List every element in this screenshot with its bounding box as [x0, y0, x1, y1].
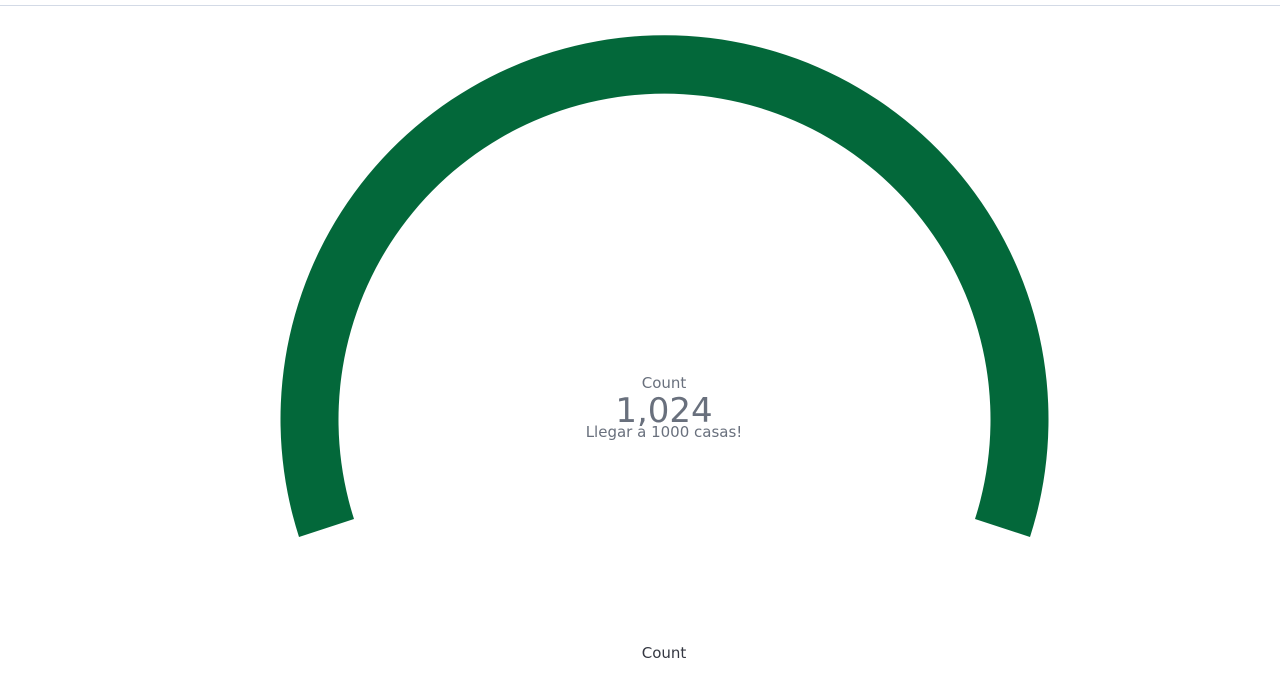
gauge-panel: Count 1,024 Llegar a 1000 casas! Count	[0, 6, 1280, 681]
gauge-value: 1,024	[615, 391, 713, 431]
gauge-sublabel: Llegar a 1000 casas!	[585, 423, 743, 441]
gauge-footer-label: Count	[641, 644, 687, 662]
gauge-arc	[280, 35, 1049, 537]
top-divider	[0, 5, 1280, 6]
gauge-svg	[280, 35, 1049, 537]
gauge-label: Count	[641, 374, 687, 392]
gauge-center: Count 1,024 Llegar a 1000 casas!	[464, 374, 864, 441]
